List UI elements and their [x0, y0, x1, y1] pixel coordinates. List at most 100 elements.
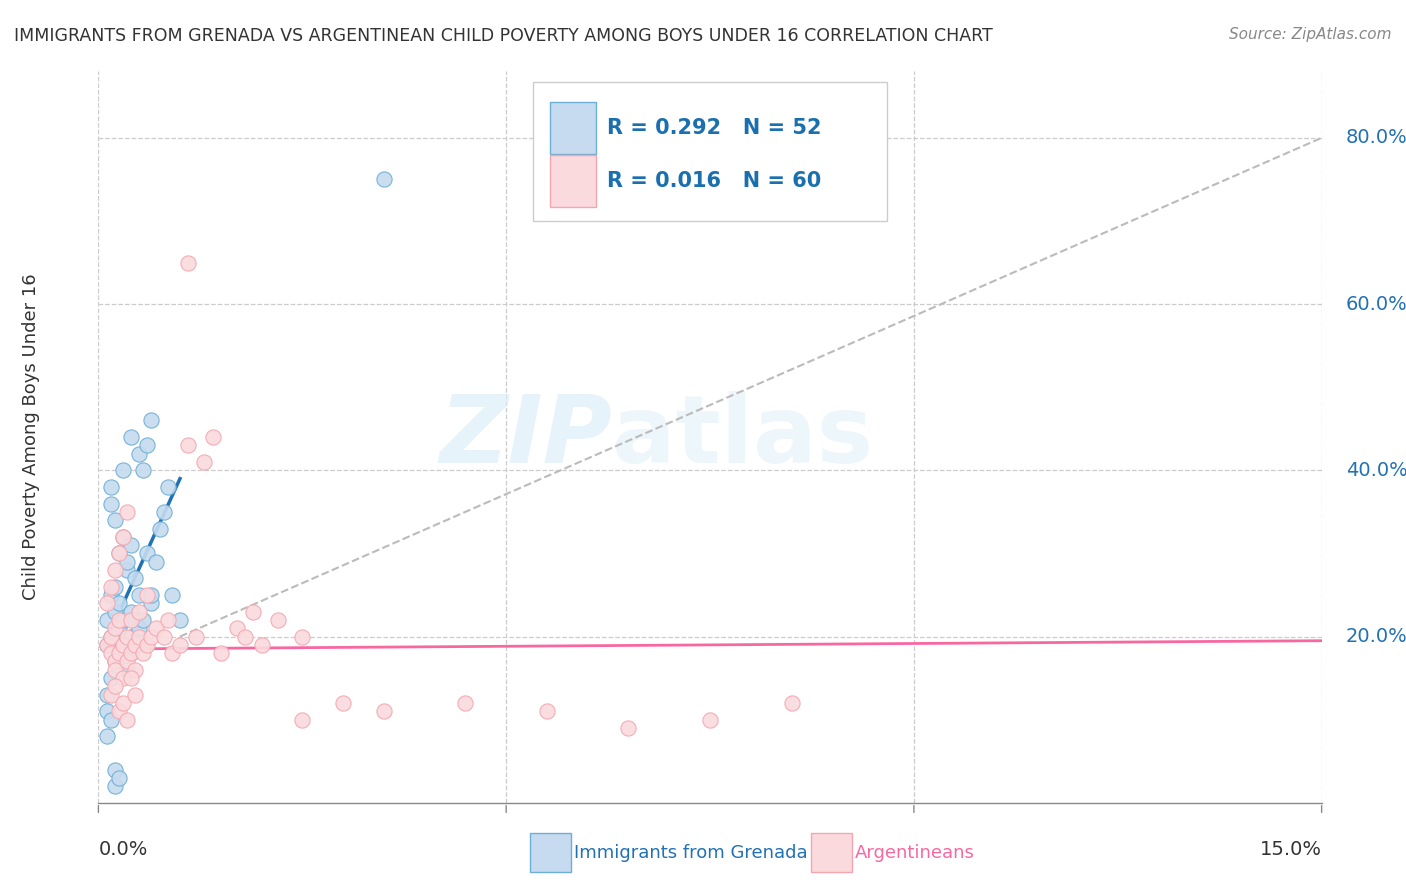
- Point: [156, 480, 179, 494]
- Point: [120, 646, 142, 660]
- Point: [100, 688, 122, 702]
- Text: 80.0%: 80.0%: [1346, 128, 1406, 147]
- Point: [100, 480, 122, 494]
- Point: [111, 671, 134, 685]
- Point: [120, 430, 142, 444]
- Point: [120, 671, 142, 685]
- Point: [115, 630, 138, 644]
- Point: [108, 546, 131, 560]
- Point: [120, 538, 142, 552]
- Point: [136, 438, 159, 452]
- Text: 60.0%: 60.0%: [1346, 294, 1406, 314]
- Point: [250, 638, 273, 652]
- Point: [291, 630, 314, 644]
- Text: Argentineans: Argentineans: [855, 844, 974, 862]
- Point: [120, 613, 142, 627]
- Point: [124, 613, 146, 627]
- Point: [115, 505, 138, 519]
- Point: [160, 588, 183, 602]
- Point: [152, 630, 174, 644]
- Point: [373, 705, 395, 719]
- Point: [115, 713, 138, 727]
- Point: [124, 638, 146, 652]
- Point: [141, 588, 163, 602]
- Point: [152, 505, 174, 519]
- Point: [536, 705, 558, 719]
- Point: [160, 646, 183, 660]
- Point: [149, 521, 172, 535]
- Point: [332, 696, 354, 710]
- Point: [108, 646, 131, 660]
- Point: [193, 455, 215, 469]
- Point: [291, 713, 314, 727]
- Point: [128, 447, 150, 461]
- Point: [104, 605, 127, 619]
- FancyBboxPatch shape: [533, 82, 887, 221]
- Text: R = 0.292   N = 52: R = 0.292 N = 52: [607, 118, 821, 137]
- Text: ZIP: ZIP: [439, 391, 612, 483]
- Point: [108, 613, 131, 627]
- Point: [111, 696, 134, 710]
- Point: [169, 613, 191, 627]
- Point: [201, 430, 224, 444]
- Point: [128, 588, 150, 602]
- Point: [128, 605, 150, 619]
- Text: 0.0%: 0.0%: [98, 840, 148, 859]
- Text: Source: ZipAtlas.com: Source: ZipAtlas.com: [1229, 27, 1392, 42]
- Text: 40.0%: 40.0%: [1346, 461, 1406, 480]
- Point: [115, 563, 138, 577]
- Point: [177, 255, 200, 269]
- Point: [115, 555, 138, 569]
- Point: [120, 630, 142, 644]
- Point: [104, 580, 127, 594]
- Point: [111, 530, 134, 544]
- Point: [104, 621, 127, 635]
- Point: [242, 605, 264, 619]
- Point: [120, 646, 142, 660]
- Point: [100, 580, 122, 594]
- Point: [96, 638, 118, 652]
- Point: [104, 663, 127, 677]
- Point: [108, 621, 131, 635]
- Point: [115, 663, 138, 677]
- Point: [617, 721, 640, 735]
- Point: [104, 763, 127, 777]
- Point: [111, 530, 134, 544]
- Point: [104, 779, 127, 793]
- Point: [226, 621, 249, 635]
- Point: [100, 630, 122, 644]
- Point: [104, 680, 127, 694]
- Point: [120, 605, 142, 619]
- Point: [169, 638, 191, 652]
- Text: 15.0%: 15.0%: [1260, 840, 1322, 859]
- Point: [141, 596, 163, 610]
- Point: [100, 646, 122, 660]
- Point: [156, 613, 179, 627]
- Point: [141, 630, 163, 644]
- Text: Child Poverty Among Boys Under 16: Child Poverty Among Boys Under 16: [22, 274, 41, 600]
- Point: [111, 638, 134, 652]
- Point: [115, 655, 138, 669]
- Text: 20.0%: 20.0%: [1346, 627, 1406, 646]
- Point: [96, 596, 118, 610]
- FancyBboxPatch shape: [550, 154, 596, 207]
- Point: [186, 630, 208, 644]
- Point: [141, 413, 163, 427]
- Point: [145, 621, 167, 635]
- Point: [108, 771, 131, 785]
- Point: [100, 671, 122, 685]
- Point: [132, 463, 155, 477]
- Point: [128, 630, 150, 644]
- Point: [136, 546, 159, 560]
- Point: [96, 688, 118, 702]
- Point: [124, 571, 146, 585]
- Point: [699, 713, 721, 727]
- Point: [96, 613, 118, 627]
- Point: [136, 638, 159, 652]
- Point: [108, 546, 131, 560]
- Point: [104, 513, 127, 527]
- Point: [209, 646, 232, 660]
- Text: atlas: atlas: [612, 391, 873, 483]
- Point: [100, 713, 122, 727]
- Point: [780, 696, 803, 710]
